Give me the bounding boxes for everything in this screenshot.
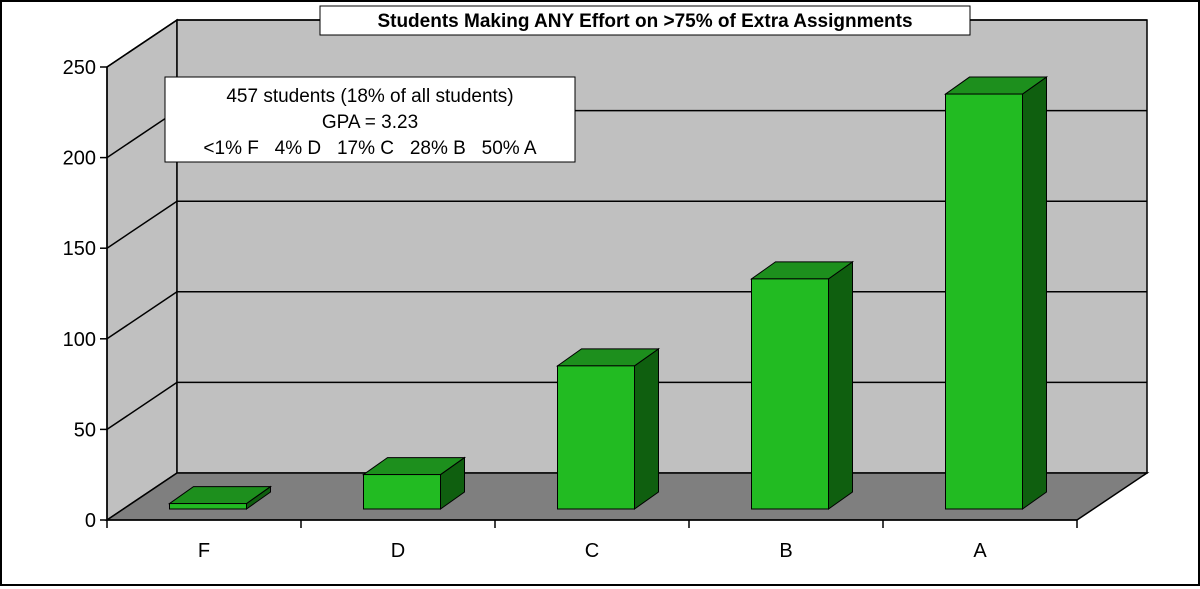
- bar-A: [943, 76, 1049, 510]
- annotation-box: 457 students (18% of all students) GPA =…: [164, 76, 576, 163]
- annotation-line-2: GPA = 3.23: [322, 112, 418, 133]
- x-tick-label: F: [198, 540, 210, 562]
- bar-side: [1022, 76, 1047, 510]
- y-tick-label: 0: [85, 510, 96, 532]
- y-tick-label: 150: [63, 238, 96, 260]
- chart-title: Students Making ANY Effort on >75% of Ex…: [377, 11, 912, 32]
- annotation-line-1: 457 students (18% of all students): [226, 86, 513, 107]
- bar-front: [557, 365, 635, 510]
- bar-front: [363, 474, 441, 510]
- bar-side: [828, 260, 853, 510]
- bar-D: [361, 456, 467, 510]
- x-tick-label: C: [585, 540, 599, 562]
- y-tick-label: 100: [63, 329, 96, 351]
- chart-title-group: Students Making ANY Effort on >75% of Ex…: [319, 5, 971, 36]
- x-tick-label: B: [779, 540, 792, 562]
- bar-F: [167, 485, 273, 510]
- y-tick-label: 50: [74, 419, 96, 441]
- x-tick-label: D: [391, 540, 405, 562]
- y-tick-label: 200: [63, 148, 96, 170]
- bar-front: [945, 93, 1023, 510]
- bar-C: [555, 347, 661, 510]
- bar-B: [749, 260, 855, 510]
- chart-title-box: [319, 5, 971, 36]
- annotation-line-3: <1% F 4% D 17% C 28% B 50% A: [203, 138, 537, 159]
- gridline: [106, 200, 1147, 249]
- bar-front: [169, 503, 247, 510]
- annotation-background: [164, 76, 576, 163]
- bar-front: [751, 278, 829, 510]
- y-axis-ticks: 0 50 100 150 200 250: [63, 57, 108, 532]
- y-tick-label: 250: [63, 57, 96, 79]
- x-tick-label: A: [973, 540, 987, 562]
- bar-side: [634, 347, 659, 510]
- bars: [167, 76, 1049, 510]
